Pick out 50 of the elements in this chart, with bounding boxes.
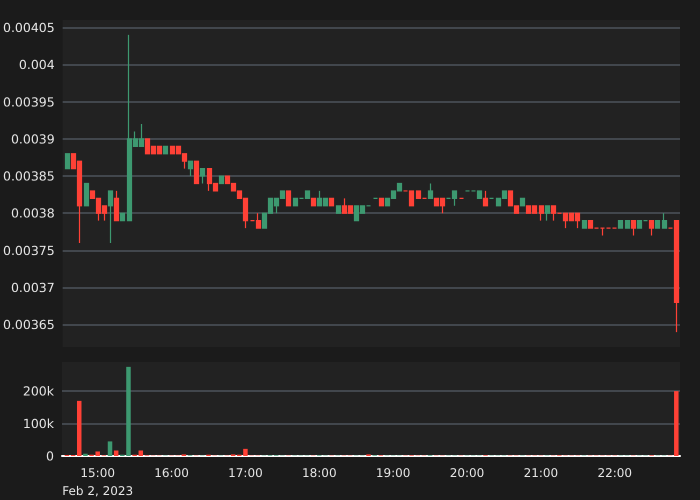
x-tick-label: 21:00 xyxy=(524,466,558,480)
candlestick xyxy=(108,190,114,244)
x-tick-label: 22:00 xyxy=(597,466,632,480)
candlestick xyxy=(482,190,488,206)
bar xyxy=(114,450,118,456)
y-tick-label: 0.0037 xyxy=(10,280,55,296)
candlestick xyxy=(618,220,624,229)
candlestick xyxy=(114,190,120,222)
y-tick-label: 0.00385 xyxy=(2,168,55,184)
candlestick xyxy=(630,220,636,236)
candlestick xyxy=(286,190,292,206)
candlestick xyxy=(336,205,342,214)
y-tick-label: 0.0038 xyxy=(10,206,55,221)
candlestick xyxy=(218,175,224,184)
candlestick xyxy=(538,205,544,222)
y-tick-label: 0.00405 xyxy=(2,20,55,35)
candlestick xyxy=(662,212,668,229)
y-tick-label: 0.00395 xyxy=(2,94,55,110)
candlestick xyxy=(582,220,588,229)
y-tick-label: 0.0039 xyxy=(10,131,55,146)
candlestick xyxy=(120,212,126,222)
y-tick-label: 0 xyxy=(46,448,54,464)
candlestick xyxy=(84,182,90,206)
candlestick xyxy=(162,146,168,154)
x-tick-label: 15:00 Feb 2, 2023 xyxy=(62,466,134,498)
candlestick xyxy=(378,198,384,206)
candlestick xyxy=(194,160,200,184)
y-tick-label: 0.004 xyxy=(18,57,55,72)
candlestick xyxy=(600,227,606,236)
candlestick xyxy=(544,205,550,222)
y-tick-label: 200k xyxy=(22,384,55,399)
y-tick-label: 0.00365 xyxy=(2,317,55,332)
candlestick xyxy=(328,198,334,206)
x-tick-label: 18:00 xyxy=(302,466,337,480)
candlestick xyxy=(64,153,70,170)
x-tick-label: 16:00 xyxy=(154,466,189,480)
x-tick-label: 19:00 xyxy=(376,466,410,480)
x-tick-label: 17:00 xyxy=(228,466,263,480)
candlestick xyxy=(188,160,194,177)
x-tick-label: 20:00 xyxy=(450,466,484,480)
candlestick xyxy=(428,182,434,199)
candlestick xyxy=(200,168,206,184)
y-tick-label: 100k xyxy=(22,416,55,432)
candlestick xyxy=(310,198,316,206)
bar xyxy=(108,441,112,456)
candlestick xyxy=(654,220,660,229)
y-tick-label: 0.00375 xyxy=(2,242,55,258)
candlestick xyxy=(648,220,654,236)
candlestick xyxy=(520,198,526,206)
candlestick xyxy=(624,220,630,229)
